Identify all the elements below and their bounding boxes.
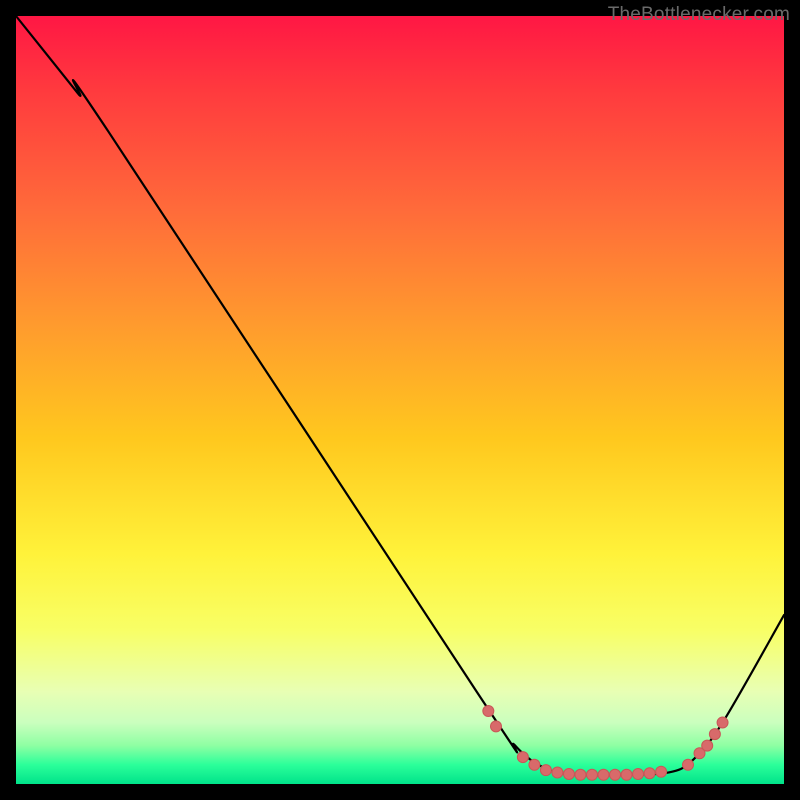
chart-background — [16, 16, 784, 784]
curve-marker — [483, 706, 494, 717]
curve-marker — [633, 769, 644, 780]
curve-marker — [529, 759, 540, 770]
curve-marker — [621, 769, 632, 780]
curve-marker — [610, 769, 621, 780]
curve-marker — [717, 717, 728, 728]
bottleneck-chart — [0, 0, 800, 800]
curve-marker — [644, 768, 655, 779]
curve-marker — [540, 765, 551, 776]
watermark-text: TheBottlenecker.com — [608, 4, 790, 26]
curve-marker — [491, 721, 502, 732]
curve-marker — [683, 759, 694, 770]
curve-marker — [656, 766, 667, 777]
curve-marker — [552, 767, 563, 778]
curve-marker — [563, 769, 574, 780]
curve-marker — [598, 769, 609, 780]
curve-marker — [709, 729, 720, 740]
curve-marker — [517, 752, 528, 763]
curve-marker — [587, 769, 598, 780]
chart-container: TheBottlenecker.com — [0, 0, 800, 800]
curve-marker — [702, 740, 713, 751]
curve-marker — [575, 769, 586, 780]
